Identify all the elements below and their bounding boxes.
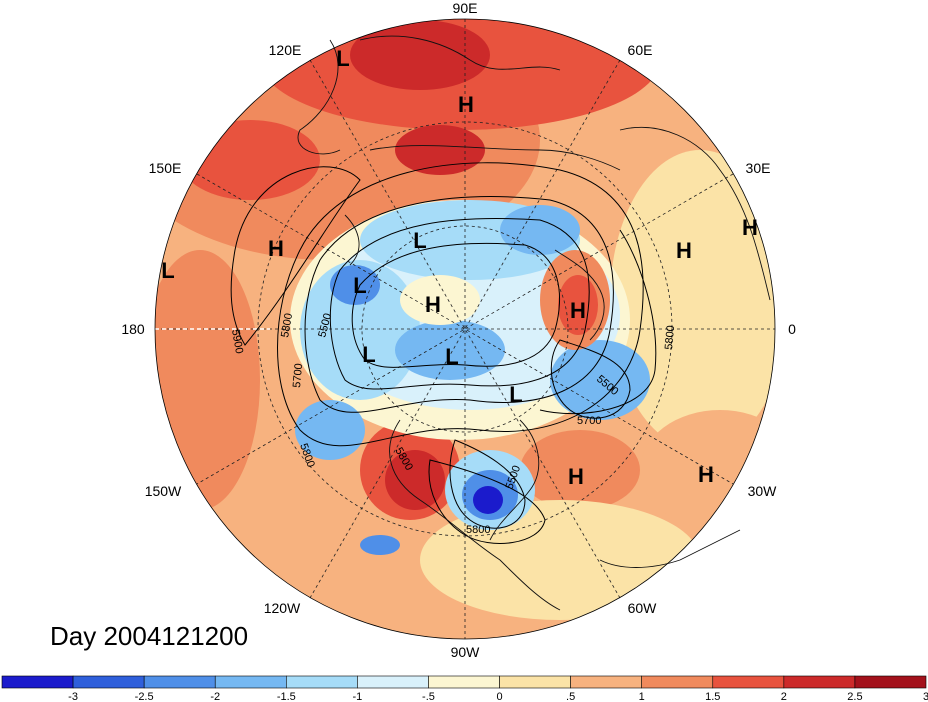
graticule bbox=[155, 19, 775, 639]
colorbar-swatch bbox=[641, 675, 714, 689]
lon-label: 150E bbox=[149, 160, 182, 176]
colorbar-tick-label: 1.5 bbox=[705, 691, 720, 702]
height-contours bbox=[230, 162, 657, 544]
colorbar-tick-label: -1 bbox=[352, 691, 362, 702]
high-marker: H bbox=[742, 215, 758, 240]
colorbar-tick-label: -.5 bbox=[422, 691, 435, 702]
day-title: Day 2004121200 bbox=[50, 621, 248, 651]
colorbar-tick-label: -3 bbox=[68, 691, 78, 702]
colorbar-swatch bbox=[1, 675, 74, 689]
lon-label: 60E bbox=[628, 42, 653, 58]
colorbar-swatch bbox=[499, 675, 571, 689]
low-marker: L bbox=[413, 228, 426, 253]
colorbar-tick-label: -2 bbox=[210, 691, 220, 702]
colorbar: -3 -2.5 -2 -1.5 -1 -.5 0 .5 1 1.5 2 2.5 3 bbox=[1, 675, 928, 702]
lon-label: 30E bbox=[746, 160, 771, 176]
low-marker: L bbox=[445, 344, 458, 369]
contour-label: 5800 bbox=[279, 312, 295, 338]
contour-label: 5700 bbox=[291, 363, 305, 388]
lon-label: 90E bbox=[453, 0, 478, 16]
high-marker: H bbox=[570, 298, 586, 323]
lon-label: 120E bbox=[269, 42, 302, 58]
colorbar-tick-label: -1.5 bbox=[277, 691, 296, 702]
contour-label: 5800 bbox=[663, 325, 677, 350]
high-marker: H bbox=[568, 464, 584, 489]
colorbar-tick-label: 2.5 bbox=[847, 691, 862, 702]
colorbar-swatch bbox=[783, 675, 856, 689]
colorbar-tick-label: 1 bbox=[639, 691, 645, 702]
high-marker: H bbox=[425, 292, 441, 317]
colorbar-tick-label: .5 bbox=[566, 691, 575, 702]
lon-label: 90W bbox=[451, 644, 481, 660]
colorbar-tick-label: 3 bbox=[923, 691, 928, 702]
colorbar-swatch bbox=[357, 675, 429, 689]
colorbar-swatch bbox=[854, 675, 927, 689]
colorbar-swatch bbox=[214, 675, 287, 689]
colorbar-swatch bbox=[570, 675, 642, 689]
contour-label: 5900 bbox=[229, 328, 245, 354]
high-marker: H bbox=[458, 92, 474, 117]
lon-label: 30W bbox=[748, 483, 778, 499]
high-marker: H bbox=[268, 236, 284, 261]
colorbar-swatch bbox=[286, 675, 358, 689]
low-marker: L bbox=[362, 342, 375, 367]
low-marker: L bbox=[336, 46, 349, 71]
colorbar-tick-label: 0 bbox=[496, 691, 502, 702]
colorbar-swatch bbox=[428, 675, 500, 689]
lon-label: 0 bbox=[788, 321, 796, 337]
colorbar-swatch bbox=[712, 675, 785, 689]
lon-label: 150W bbox=[145, 483, 182, 499]
colorbar-tick-label: 2 bbox=[781, 691, 787, 702]
longitude-labels: 90E 60E 30E 0 30W 60W 90W 120W 150W 180 … bbox=[121, 0, 796, 660]
high-marker: H bbox=[676, 238, 692, 263]
coastlines bbox=[297, 35, 771, 611]
high-marker: H bbox=[698, 462, 714, 487]
low-marker: L bbox=[509, 382, 522, 407]
colorbar-tick-label: -2.5 bbox=[135, 691, 154, 702]
lon-label: 180 bbox=[121, 321, 145, 337]
pressure-centers: H H H H H H H H L L L L L L L L bbox=[161, 46, 758, 489]
colorbar-swatch bbox=[143, 675, 216, 689]
map-boundary bbox=[154, 18, 776, 640]
low-marker: L bbox=[353, 273, 366, 298]
contour-label: 5800 bbox=[466, 524, 490, 536]
lon-label: 120W bbox=[264, 600, 301, 616]
contour-label: 5700 bbox=[577, 415, 601, 427]
low-marker: L bbox=[161, 258, 174, 283]
lon-label: 60W bbox=[628, 600, 658, 616]
colorbar-swatch bbox=[72, 675, 145, 689]
